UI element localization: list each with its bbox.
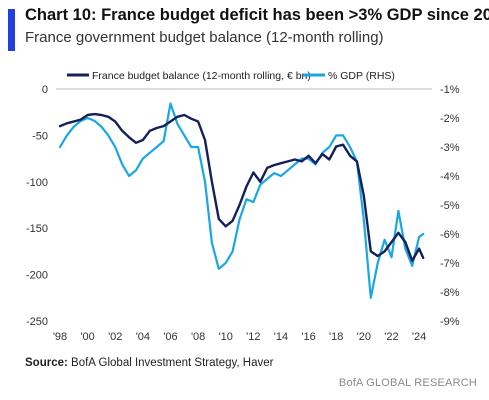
series-line-pct-gdp — [58, 102, 425, 299]
x-tick-label: '18 — [329, 331, 343, 343]
source-text: BofA Global Investment Strategy, Haver — [71, 357, 274, 369]
legend: France budget balance (12-month rolling,… — [67, 70, 395, 82]
x-tick-label: '98 — [53, 331, 67, 343]
left-tick-label: 0 — [42, 84, 48, 96]
left-tick-label: -100 — [26, 177, 48, 189]
left-tick-label: -200 — [26, 270, 48, 282]
x-tick-label: '16 — [301, 331, 315, 343]
legend-label-budget-balance: France budget balance (12-month rolling,… — [92, 70, 311, 82]
left-tick-label: -150 — [26, 223, 48, 235]
right-tick-label: -5% — [440, 200, 460, 212]
source-note: Source: BofA Global Investment Strategy,… — [25, 357, 273, 369]
right-tick-label: -4% — [440, 171, 460, 183]
right-tick-label: -2% — [440, 113, 460, 125]
x-tick-label: '20 — [357, 331, 371, 343]
right-tick-label: -1% — [440, 84, 460, 96]
series-line-budget-balance — [58, 112, 425, 262]
right-tick-label: -9% — [440, 316, 460, 328]
right-tick-label: -6% — [440, 229, 460, 241]
x-tick-label: '00 — [80, 331, 94, 343]
chart-title: Chart 10: France budget deficit has been… — [25, 6, 489, 24]
x-tick-label: '06 — [163, 331, 177, 343]
legend-label-pct-gdp: % GDP (RHS) — [328, 70, 395, 82]
right-tick-label: -3% — [440, 142, 460, 154]
x-tick-label: '08 — [191, 331, 205, 343]
chart-subtitle: France government budget balance (12-mon… — [25, 29, 384, 46]
x-tick-label: '10 — [219, 331, 233, 343]
x-tick-label: '24 — [412, 331, 426, 343]
x-tick-label: '22 — [384, 331, 398, 343]
x-tick-label: '04 — [136, 331, 150, 343]
brand-mark: BofA GLOBAL RESEARCH — [338, 377, 477, 389]
right-tick-label: -7% — [440, 258, 460, 270]
x-axis: '98 '00 '02 '04 '06 '08 '10 '12 '14 '16 '18 '20 '22 '… — [53, 331, 426, 343]
left-axis: 0 -50 -100 -150 -200 -250 — [26, 84, 48, 328]
x-tick-label: '14 — [274, 331, 288, 343]
right-tick-label: -8% — [440, 287, 460, 299]
left-tick-label: -50 — [32, 130, 48, 142]
title-accent-bar — [8, 9, 15, 51]
x-tick-label: '02 — [108, 331, 122, 343]
right-axis: -1% -2% -3% -4% -5% -6% -7% -8% -9% — [440, 84, 460, 328]
source-label: Source: — [25, 357, 68, 369]
series-lines — [58, 102, 425, 299]
x-tick-label: '12 — [246, 331, 260, 343]
left-tick-label: -250 — [26, 316, 48, 328]
